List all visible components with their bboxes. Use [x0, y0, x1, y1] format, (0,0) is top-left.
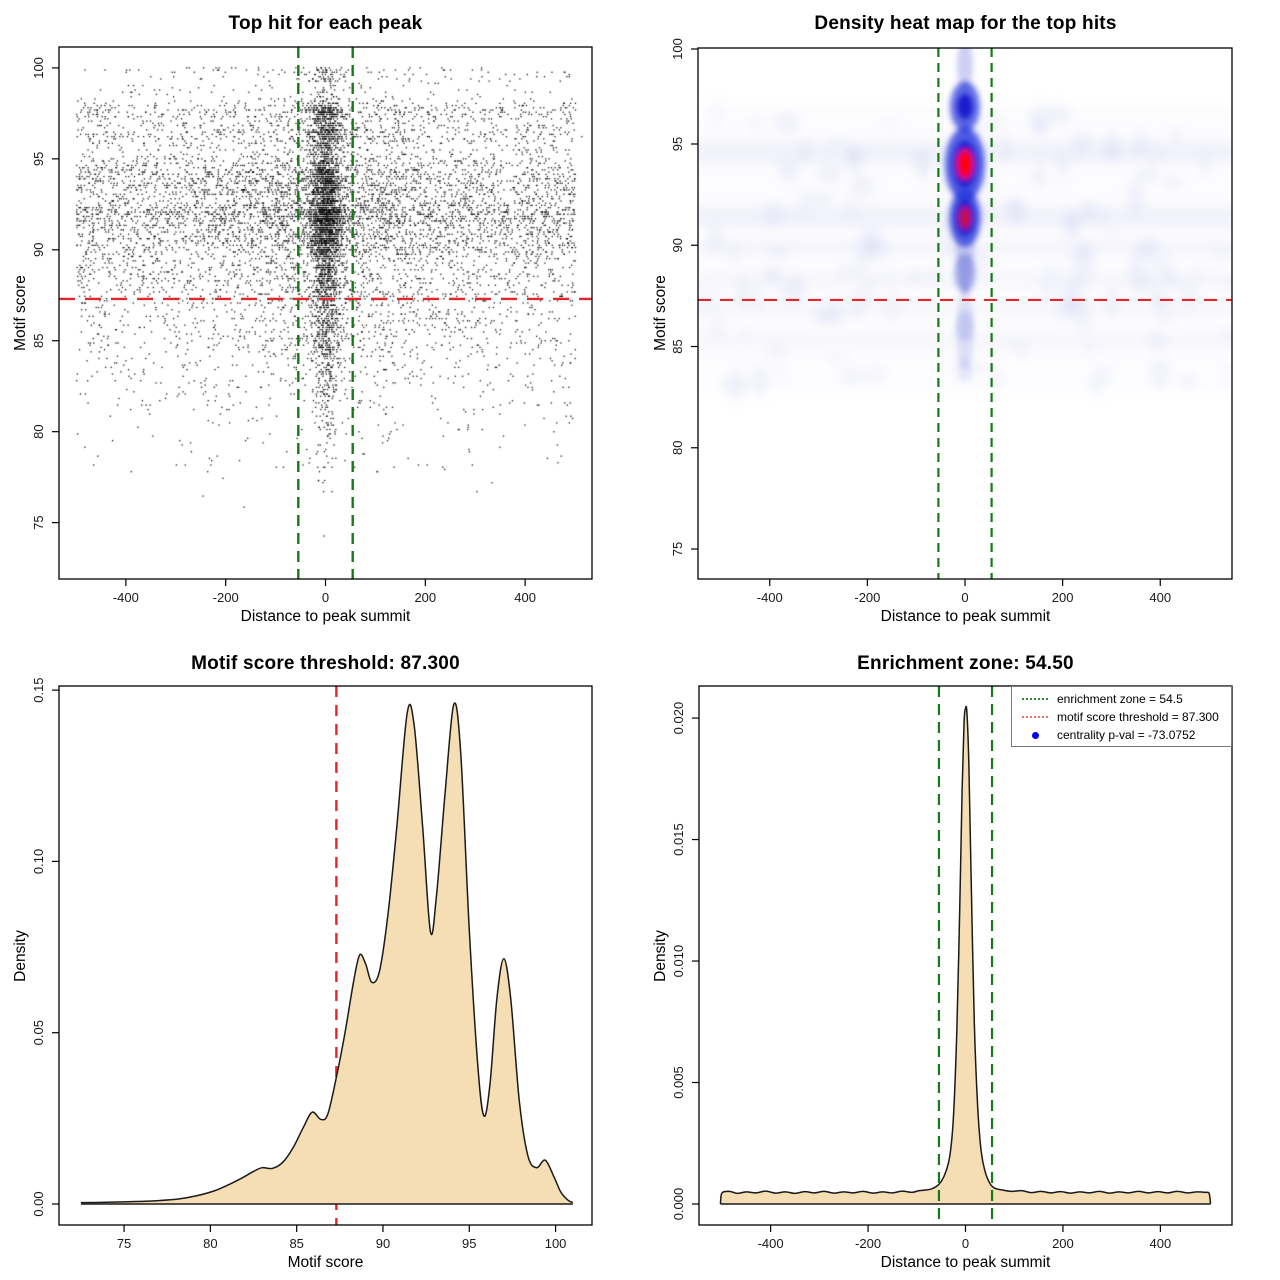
- svg-text:95: 95: [670, 137, 685, 151]
- page-title: Motif score threshold: 87.300: [191, 653, 460, 674]
- legend: enrichment zone = 54.5 motif score thres…: [1011, 686, 1232, 747]
- distance-density-plot-svg: -400 -200 0 200 400 0.000 0.005 0.010 0.015 0.020: [671, 685, 1233, 1251]
- svg-text:75: 75: [31, 515, 46, 529]
- blue-dot-icon: [1022, 728, 1048, 742]
- x-axis-label: Distance to peak summit: [880, 1254, 1051, 1271]
- scatter-plot-svg: -400 -200 0 200 400 75 80 85 90 95 100: [31, 46, 593, 605]
- svg-text:-200: -200: [213, 590, 239, 605]
- page-title: Top hit for each peak: [228, 13, 423, 34]
- svg-text:0.05: 0.05: [31, 1020, 46, 1045]
- x-axis-label: Distance to peak summit: [240, 608, 411, 625]
- svg-text:-400: -400: [757, 590, 783, 605]
- svg-text:80: 80: [670, 441, 685, 455]
- svg-text:0.010: 0.010: [671, 945, 686, 978]
- svg-text:90: 90: [31, 243, 46, 257]
- svg-text:95: 95: [462, 1236, 476, 1251]
- svg-text:200: 200: [1052, 1236, 1074, 1251]
- panel-motif-score-density: 75 80 85 90 95 100 0.00 0.05 0.10 0.15 Motif scor…: [0, 640, 640, 1280]
- svg-text:-400: -400: [113, 590, 139, 605]
- y-axis-label: Motif score: [652, 275, 669, 351]
- legend-label: motif score threshold = 87.300: [1057, 709, 1219, 724]
- svg-text:100: 100: [670, 38, 685, 60]
- svg-text:100: 100: [31, 57, 46, 79]
- svg-text:0.005: 0.005: [671, 1066, 686, 1099]
- svg-text:90: 90: [670, 238, 685, 252]
- dotted-red-line-icon: [1022, 715, 1048, 718]
- svg-text:0.015: 0.015: [671, 823, 686, 856]
- svg-text:-200: -200: [855, 1236, 881, 1251]
- svg-text:-400: -400: [758, 1236, 784, 1251]
- svg-text:85: 85: [670, 339, 685, 353]
- y-axis-label: Density: [12, 930, 29, 982]
- svg-text:95: 95: [31, 152, 46, 166]
- svg-text:0.020: 0.020: [671, 702, 686, 735]
- svg-text:80: 80: [203, 1236, 217, 1251]
- x-axis-label: Distance to peak summit: [880, 608, 1051, 625]
- svg-text:85: 85: [289, 1236, 303, 1251]
- page-title: Density heat map for the top hits: [814, 13, 1117, 34]
- svg-text:200: 200: [1052, 590, 1074, 605]
- svg-text:400: 400: [1149, 590, 1171, 605]
- svg-text:80: 80: [31, 424, 46, 438]
- legend-row-motif-threshold: motif score threshold = 87.300: [1022, 709, 1231, 724]
- svg-text:0.000: 0.000: [671, 1188, 686, 1221]
- legend-row-centrality-pval: centrality p-val = -73.0752: [1022, 727, 1231, 742]
- legend-label: enrichment zone = 54.5: [1057, 691, 1183, 706]
- x-axis-label: Motif score: [287, 1254, 364, 1271]
- dotted-green-line-icon: [1022, 697, 1048, 700]
- svg-text:75: 75: [670, 542, 685, 556]
- svg-text:0: 0: [961, 590, 968, 605]
- score-density-plot-svg: 75 80 85 90 95 100 0.00 0.05 0.10 0.15: [31, 677, 593, 1251]
- svg-text:0.10: 0.10: [31, 849, 46, 874]
- heatmap-plot-svg: -400 -200 0 200 400 75 80 85 90 95 100: [670, 38, 1233, 605]
- svg-text:90: 90: [376, 1236, 390, 1251]
- svg-text:0.15: 0.15: [31, 677, 46, 702]
- svg-text:200: 200: [414, 590, 436, 605]
- svg-text:0: 0: [322, 590, 329, 605]
- legend-row-enrichment-zone: enrichment zone = 54.5: [1022, 691, 1231, 706]
- legend-label: centrality p-val = -73.0752: [1057, 727, 1196, 742]
- scatter-points-canvas: [0, 0, 640, 640]
- svg-text:100: 100: [545, 1236, 567, 1251]
- y-axis-label: Density: [652, 930, 669, 982]
- panel-scatter-top-hits: -400 -200 0 200 400 75 80 85 90 95 100 Top hit for…: [0, 0, 640, 640]
- svg-text:400: 400: [1150, 1236, 1172, 1251]
- panel-enrichment-zone-density: -400 -200 0 200 400 0.000 0.005 0.010 0.015 0.020…: [640, 640, 1280, 1280]
- svg-text:85: 85: [31, 334, 46, 348]
- svg-text:0: 0: [962, 1236, 969, 1251]
- svg-text:400: 400: [514, 590, 536, 605]
- svg-text:-200: -200: [854, 590, 880, 605]
- y-axis-label: Motif score: [12, 275, 29, 351]
- svg-text:0.00: 0.00: [31, 1191, 46, 1216]
- panel-density-heatmap: -400 -200 0 200 400 75 80 85 90 95 100 Density hea…: [640, 0, 1280, 640]
- page-title: Enrichment zone: 54.50: [857, 653, 1074, 674]
- svg-text:75: 75: [117, 1236, 131, 1251]
